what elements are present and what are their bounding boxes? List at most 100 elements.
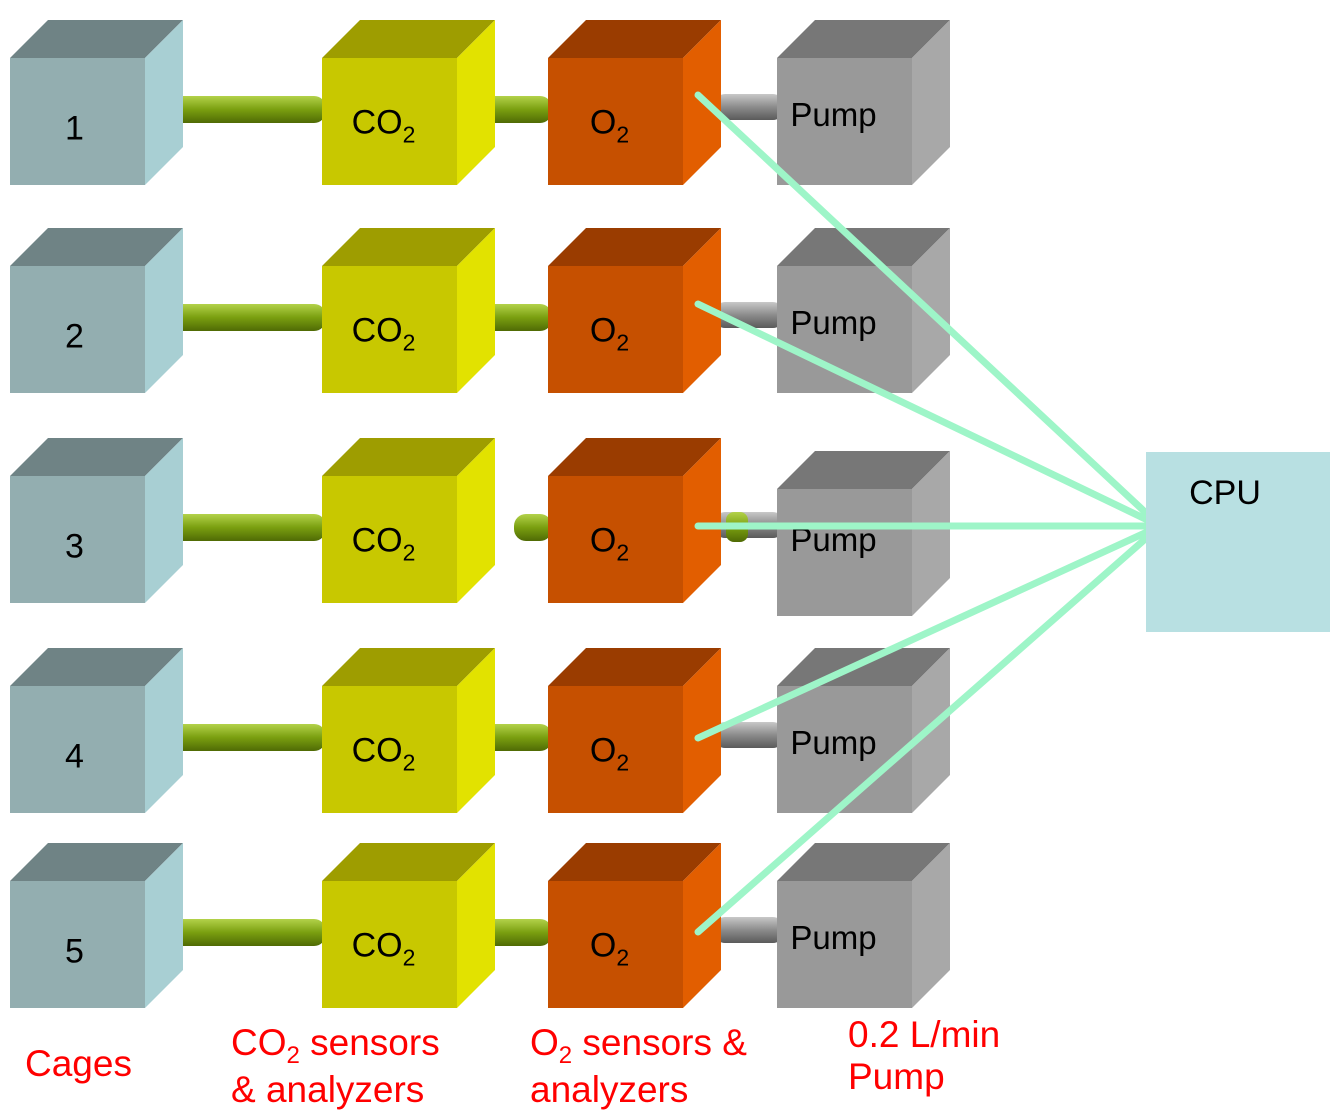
- pump-box-4: Pump: [777, 648, 950, 813]
- cpu-wire-2: [694, 300, 1164, 530]
- o2-label: O2: [590, 104, 629, 148]
- co2-box-3: CO2: [322, 438, 495, 603]
- co2-box-5: CO2: [322, 843, 495, 1008]
- box-top-face: [322, 648, 495, 686]
- box-side-face: [145, 438, 183, 603]
- box-front-face: [777, 489, 912, 616]
- caption-o2-line1: O2 sensors &: [530, 1022, 747, 1069]
- cage-number: 2: [65, 318, 84, 356]
- pump-box-5: Pump: [777, 843, 950, 1008]
- box-top-face: [10, 438, 183, 476]
- wires-layer: [694, 91, 1164, 936]
- pump-box-1: Pump: [777, 20, 950, 185]
- cage-number: 3: [65, 528, 84, 566]
- box-front-face: [322, 881, 457, 1008]
- box-front-face: [10, 266, 145, 393]
- box-top-face: [322, 438, 495, 476]
- cage-number: 5: [65, 933, 84, 971]
- box-side-face: [145, 843, 183, 1008]
- tube-cage-co2: [158, 304, 326, 331]
- cpu-box: [1146, 452, 1330, 632]
- box-front-face: [548, 476, 683, 603]
- caption-co2: CO2 sensors & analyzers: [231, 1022, 440, 1111]
- pump-box-3: Pump: [777, 451, 950, 616]
- box-top-face: [322, 20, 495, 58]
- o2-box-5: O2: [548, 843, 721, 1008]
- box-side-face: [912, 843, 950, 1008]
- co2-box-2: CO2: [322, 228, 495, 393]
- box-front-face: [322, 58, 457, 185]
- box-front-face: [10, 881, 145, 1008]
- caption-cages-text: Cages: [25, 1043, 132, 1084]
- box-side-face: [145, 228, 183, 393]
- box-side-face: [145, 648, 183, 813]
- box-top-face: [322, 843, 495, 881]
- cpu-wire-5: [694, 522, 1164, 936]
- cage-number: 1: [65, 110, 84, 148]
- box-top-face: [777, 843, 950, 881]
- pump-label: Pump: [790, 919, 876, 956]
- o2-label: O2: [590, 522, 629, 566]
- box-side-face: [457, 228, 495, 393]
- box-front-face: [10, 58, 145, 185]
- box-front-face: [548, 58, 683, 185]
- box-front-face: [322, 266, 457, 393]
- box-front-face: [548, 686, 683, 813]
- box-side-face: [912, 20, 950, 185]
- box-top-face: [777, 20, 950, 58]
- box-side-face: [683, 228, 721, 393]
- tube-cage-co2: [158, 724, 326, 751]
- o2-box-2: O2: [548, 228, 721, 393]
- box-front-face: [10, 476, 145, 603]
- o2-box-3: O2: [548, 438, 721, 603]
- box-top-face: [548, 228, 721, 266]
- box-top-face: [548, 843, 721, 881]
- box-top-face: [777, 451, 950, 489]
- cage-box-2: 2: [10, 228, 183, 393]
- box-side-face: [457, 843, 495, 1008]
- o2-label: O2: [590, 312, 629, 356]
- pump-label: Pump: [790, 96, 876, 133]
- box-top-face: [10, 228, 183, 266]
- o2-label: O2: [590, 732, 629, 776]
- pump-label: Pump: [790, 724, 876, 761]
- box-front-face: [777, 58, 912, 185]
- tube-co2-o2: [514, 514, 552, 541]
- o2-label: O2: [590, 927, 629, 971]
- co2-label: CO2: [352, 312, 416, 356]
- box-side-face: [457, 648, 495, 813]
- co2-label: CO2: [352, 927, 416, 971]
- box-side-face: [912, 451, 950, 616]
- pump-label: Pump: [790, 304, 876, 341]
- box-top-face: [777, 648, 950, 686]
- box-top-face: [548, 20, 721, 58]
- cage-box-1: 1: [10, 20, 183, 185]
- o2-box-4: O2: [548, 648, 721, 813]
- tube-cage-co2: [158, 919, 326, 946]
- box-front-face: [548, 266, 683, 393]
- caption-pump-line2: Pump: [848, 1056, 945, 1097]
- box-top-face: [10, 843, 183, 881]
- cage-box-5: 5: [10, 843, 183, 1008]
- box-front-face: [548, 881, 683, 1008]
- box-top-face: [548, 438, 721, 476]
- tube-o2-pump: [715, 917, 783, 943]
- cage-box-3: 3: [10, 438, 183, 603]
- box-front-face: [10, 686, 145, 813]
- cage-box-4: 4: [10, 648, 183, 813]
- tube-o2-pump: [715, 94, 783, 120]
- box-front-face: [322, 686, 457, 813]
- cage-number: 4: [65, 738, 84, 776]
- caption-pump-line1: 0.2 L/min: [848, 1014, 1001, 1055]
- tube-cage-co2: [158, 514, 326, 541]
- box-side-face: [457, 438, 495, 603]
- box-front-face: [777, 881, 912, 1008]
- box-front-face: [777, 686, 912, 813]
- tube-o2-pump: [715, 722, 783, 748]
- cpu-wire-1: [694, 91, 1164, 530]
- box-top-face: [10, 648, 183, 686]
- box-side-face: [683, 438, 721, 603]
- cpu-wire-4: [694, 522, 1164, 742]
- box-side-face: [683, 648, 721, 813]
